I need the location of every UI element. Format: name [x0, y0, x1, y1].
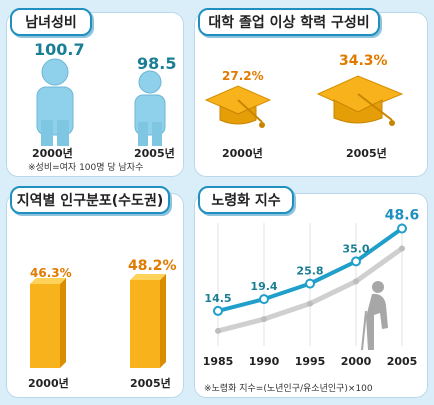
capital-year-2005: 2005년 — [130, 375, 171, 391]
graduation-cap-icon-2000 — [206, 86, 270, 128]
aging-data-point — [260, 295, 268, 303]
aging-note: ※노령화 지수=(노년인구/유소년인구)×100 — [204, 381, 373, 394]
sex-ratio-year-2000: 2000년 — [32, 145, 73, 161]
aging-x-tick-label: 1995 — [295, 355, 326, 368]
capital-bar-2000 — [30, 278, 66, 368]
sex-ratio-note: ※성비=여자 100명 당 남자수 — [28, 160, 143, 173]
graduation-caps — [198, 68, 428, 148]
aging-x-tick-label: 2005 — [387, 355, 418, 368]
aging-shadow-point — [307, 301, 313, 307]
sex-ratio-title: 남녀성비 — [10, 8, 92, 36]
aging-shadow-point — [261, 316, 267, 322]
aging-shadow-point — [353, 278, 359, 284]
aging-shadow-point — [399, 245, 405, 251]
aging-line-chart: 14.5 1985 19.4 1990 25.8 1995 35.0 2000 48.6 2005 — [194, 193, 428, 373]
elderly-person-icon — [362, 281, 388, 350]
aging-data-point — [352, 257, 360, 265]
sex-ratio-figures — [20, 58, 180, 148]
male-person-icon — [37, 59, 73, 146]
aging-data-label: 14.5 — [204, 292, 231, 305]
aging-data-label: 35.0 — [342, 242, 369, 255]
aging-data-label: 19.4 — [250, 280, 277, 293]
college-value-2005: 34.3% — [339, 53, 388, 69]
capital-year-2000: 2000년 — [28, 375, 69, 391]
aging-data-point — [398, 224, 406, 232]
aging-data-point — [306, 280, 314, 288]
aging-data-label: 25.8 — [296, 265, 323, 278]
college-title: 대학 졸업 이상 학력 구성비 — [198, 8, 380, 36]
aging-x-tick-label: 1990 — [249, 355, 280, 368]
capital-bars — [20, 270, 180, 370]
college-year-2000: 2000년 — [222, 145, 263, 161]
graduation-cap-icon-2005 — [318, 76, 402, 126]
aging-x-tick-label: 1985 — [203, 355, 234, 368]
capital-bar-2005 — [130, 274, 166, 368]
aging-data-point — [214, 307, 222, 315]
aging-data-label: 48.6 — [385, 207, 420, 223]
sex-ratio-year-2005: 2005년 — [134, 145, 175, 161]
capital-title: 지역별 인구분포(수도권) — [10, 186, 170, 214]
female-person-icon — [135, 71, 165, 146]
aging-shadow-point — [215, 328, 221, 334]
college-year-2005: 2005년 — [346, 145, 387, 161]
aging-x-tick-label: 2000 — [341, 355, 372, 368]
male-value: 100.7 — [34, 40, 85, 59]
